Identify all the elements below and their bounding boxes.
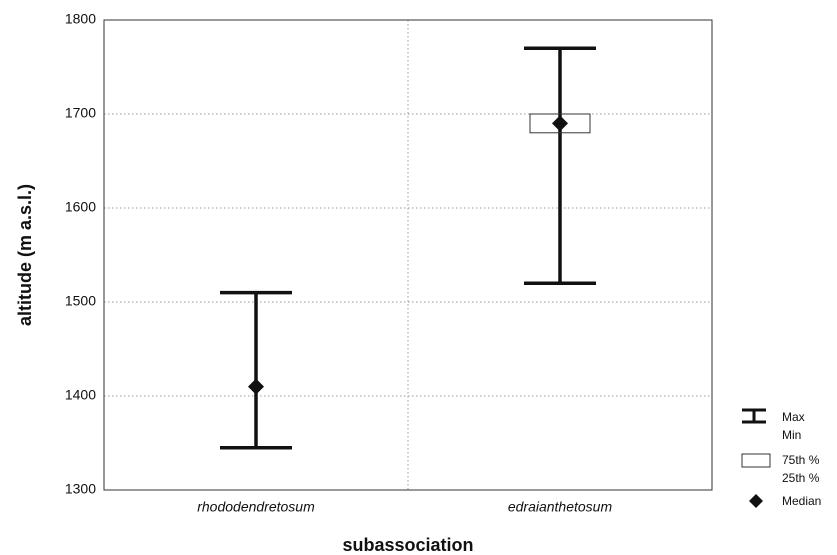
x-tick-label: rhododendretosum bbox=[197, 499, 315, 515]
x-axis-label: subassociation bbox=[342, 535, 473, 555]
legend-label: Max bbox=[782, 410, 805, 424]
y-tick-label: 1500 bbox=[65, 293, 96, 309]
y-tick-label: 1400 bbox=[65, 387, 96, 403]
box bbox=[529, 113, 591, 134]
y-tick-label: 1300 bbox=[65, 481, 96, 497]
y-tick-label: 1800 bbox=[65, 11, 96, 27]
legend-icon bbox=[749, 494, 763, 508]
legend-label: Min bbox=[782, 428, 801, 442]
median-marker bbox=[248, 378, 264, 395]
legend-label: 25th % bbox=[782, 471, 820, 485]
y-tick-label: 1700 bbox=[65, 105, 96, 121]
median-marker bbox=[552, 115, 568, 132]
legend-icon bbox=[741, 453, 771, 468]
y-tick-label: 1600 bbox=[65, 199, 96, 215]
y-axis-label: altitude (m a.s.l.) bbox=[15, 184, 35, 326]
plot-frame bbox=[103, 19, 713, 491]
legend: Max Min 75th % 25th % Median bbox=[741, 408, 821, 508]
x-tick-label: edraianthetosum bbox=[508, 499, 613, 515]
legend-label: 75th % bbox=[782, 453, 820, 467]
legend-label: Median bbox=[782, 494, 821, 508]
